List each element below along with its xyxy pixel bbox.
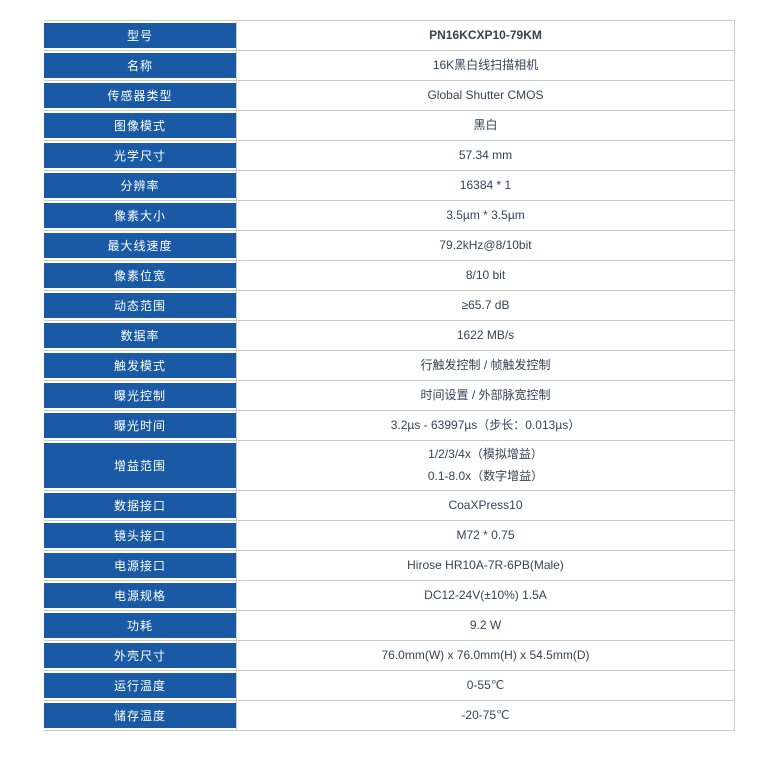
spec-label-cell: 储存温度 (44, 703, 236, 729)
spec-label-cell: 运行温度 (44, 673, 236, 699)
spec-value-cell: M72 * 0.75 (236, 521, 735, 551)
spec-value-cell: 1622 MB/s (236, 321, 735, 350)
spec-value-line: ≥65.7 dB (461, 297, 510, 312)
spec-label-cell: 功耗 (44, 613, 236, 639)
table-row: 电源规格 DC12-24V(±10%) 1.5A (44, 581, 735, 612)
spec-value-cell: PN16KCXP10-79KM (236, 21, 735, 50)
table-row: 型号 PN16KCXP10-79KM (44, 21, 735, 51)
spec-label-cell: 曝光控制 (44, 383, 236, 408)
table-row: 分辨率 16384 * 1 (44, 171, 735, 201)
table-row: 储存温度 -20-75℃ (44, 701, 735, 732)
spec-label-cell: 图像模式 (44, 113, 236, 138)
spec-label-cell: 外壳尺寸 (44, 643, 236, 669)
spec-value-cell: 57.34 mm (236, 141, 735, 170)
table-row: 传感器类型 Global Shutter CMOS (44, 81, 735, 111)
spec-value-cell: 16384 * 1 (236, 171, 735, 200)
spec-label-cell: 增益范围 (44, 443, 236, 489)
table-row: 电源接口 Hirose HR10A-7R-6PB(Male) (44, 551, 735, 582)
spec-value-cell: 3.2µs - 63997µs（步长：0.013µs） (236, 411, 735, 440)
spec-value-line: PN16KCXP10-79KM (429, 27, 542, 42)
spec-value-line: 1/2/3/4x（模拟增益） (428, 447, 543, 461)
table-row: 名称 16K黑白线扫描相机 (44, 51, 735, 81)
table-row: 功耗 9.2 W (44, 611, 735, 642)
spec-value-line: 16384 * 1 (459, 177, 512, 192)
table-row: 外壳尺寸 76.0mm(W) x 76.0mm(H) x 54.5mm(D) (44, 641, 735, 672)
table-row: 增益范围 1/2/3/4x（模拟增益） 0.1-8.0x（数字增益） (44, 441, 735, 492)
spec-value-line: 黑白 (473, 117, 498, 132)
table-row: 图像模式 黑白 (44, 111, 735, 141)
spec-label-cell: 像素位宽 (44, 263, 236, 288)
spec-value-cell: DC12-24V(±10%) 1.5A (236, 581, 735, 611)
spec-value-cell: ≥65.7 dB (236, 291, 735, 320)
spec-value-cell: 16K黑白线扫描相机 (236, 51, 735, 80)
spec-value-line: 0-55℃ (466, 677, 505, 692)
spec-table: 型号 PN16KCXP10-79KM 名称 16K黑白线扫描相机 传感器类型 G… (44, 20, 735, 732)
spec-value-cell: 76.0mm(W) x 76.0mm(H) x 54.5mm(D) (236, 641, 735, 671)
spec-value-line: 3.5µm * 3.5µm (446, 207, 525, 222)
table-row: 像素大小 3.5µm * 3.5µm (44, 201, 735, 231)
spec-value-line: 1622 MB/s (456, 327, 515, 342)
spec-value-line: 时间设置 / 外部脉宽控制 (420, 387, 551, 402)
spec-value-cell: Global Shutter CMOS (236, 81, 735, 110)
spec-value-cell: 黑白 (236, 111, 735, 140)
spec-label-cell: 数据接口 (44, 493, 236, 519)
spec-label-cell: 传感器类型 (44, 83, 236, 108)
table-row: 触发模式 行触发控制 / 帧触发控制 (44, 351, 735, 381)
spec-value-line: M72 * 0.75 (456, 527, 515, 542)
spec-label-cell: 光学尺寸 (44, 143, 236, 168)
spec-value-line: CoaXPress10 (448, 497, 523, 512)
table-row: 最大线速度 79.2kHz@8/10bit (44, 231, 735, 261)
table-row: 曝光时间 3.2µs - 63997µs（步长：0.013µs） (44, 411, 735, 441)
spec-value-line: 79.2kHz@8/10bit (439, 237, 532, 252)
spec-label-cell: 名称 (44, 53, 236, 78)
spec-label-cell: 最大线速度 (44, 233, 236, 258)
table-row: 曝光控制 时间设置 / 外部脉宽控制 (44, 381, 735, 411)
table-row: 镜头接口 M72 * 0.75 (44, 521, 735, 552)
spec-value-line: 8/10 bit (465, 267, 506, 282)
spec-value-line: 76.0mm(W) x 76.0mm(H) x 54.5mm(D) (381, 647, 590, 662)
spec-value-line: Global Shutter CMOS (427, 87, 544, 102)
table-row: 运行温度 0-55℃ (44, 671, 735, 702)
spec-value-line: 0.1-8.0x（数字增益） (427, 468, 544, 483)
table-row: 数据接口 CoaXPress10 (44, 491, 735, 522)
spec-value-line: 行触发控制 / 帧触发控制 (420, 357, 551, 372)
spec-value-line: 16K黑白线扫描相机 (432, 57, 539, 72)
spec-value-cell: 0-55℃ (236, 671, 735, 701)
spec-value-cell: 3.5µm * 3.5µm (236, 201, 735, 230)
spec-value-cell: 1/2/3/4x（模拟增益） 0.1-8.0x（数字增益） (236, 441, 735, 491)
spec-value-line: 3.2µs - 63997µs（步长：0.013µs） (390, 417, 581, 432)
spec-label-cell: 数据率 (44, 323, 236, 348)
table-row: 动态范围 ≥65.7 dB (44, 291, 735, 321)
spec-value-cell: 8/10 bit (236, 261, 735, 290)
spec-value-cell: CoaXPress10 (236, 491, 735, 521)
spec-label-cell: 电源接口 (44, 553, 236, 579)
spec-value-cell: 79.2kHz@8/10bit (236, 231, 735, 260)
spec-value-line: 57.34 mm (458, 147, 513, 162)
spec-label-cell: 分辨率 (44, 173, 236, 198)
spec-value-line: -20-75℃ (461, 707, 510, 722)
spec-value-line: DC12-24V(±10%) 1.5A (424, 587, 547, 602)
spec-value-line: 9.2 W (469, 617, 502, 632)
spec-label-cell: 电源规格 (44, 583, 236, 609)
spec-value-line: Hirose HR10A-7R-6PB(Male) (407, 557, 564, 572)
table-row: 光学尺寸 57.34 mm (44, 141, 735, 171)
spec-label-cell: 型号 (44, 23, 236, 48)
spec-value-cell: 9.2 W (236, 611, 735, 641)
spec-label-cell: 镜头接口 (44, 523, 236, 549)
spec-value-cell: -20-75℃ (236, 701, 735, 731)
spec-value-cell: 行触发控制 / 帧触发控制 (236, 351, 735, 380)
spec-label-cell: 曝光时间 (44, 413, 236, 438)
spec-value-cell: 时间设置 / 外部脉宽控制 (236, 381, 735, 410)
spec-label-cell: 像素大小 (44, 203, 236, 228)
spec-label-cell: 动态范围 (44, 293, 236, 318)
spec-value-cell: Hirose HR10A-7R-6PB(Male) (236, 551, 735, 581)
table-row: 数据率 1622 MB/s (44, 321, 735, 351)
table-row: 像素位宽 8/10 bit (44, 261, 735, 291)
spec-label-cell: 触发模式 (44, 353, 236, 378)
